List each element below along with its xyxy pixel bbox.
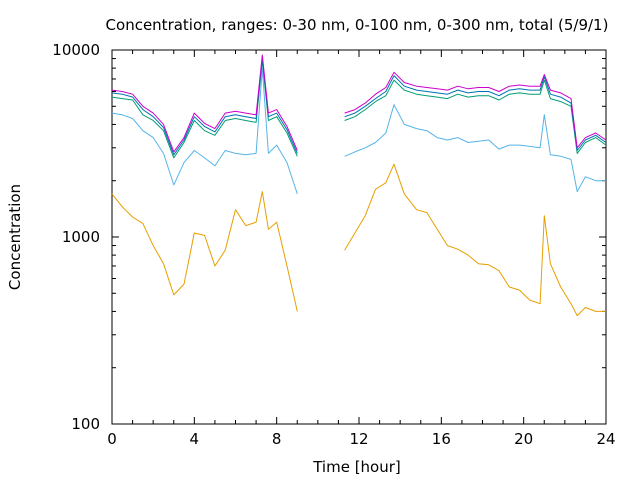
series-layer (111, 54, 607, 317)
axis-ticks: 0 4 8 12 16 20 24 100 1000 10000 (52, 41, 615, 448)
y-tick-label: 10000 (52, 41, 100, 59)
x-tick-label: 0 (107, 430, 117, 448)
y-tick-label: 1000 (62, 228, 100, 246)
x-axis-label: Time [hour] (312, 458, 401, 476)
chart-title: Concentration, ranges: 0-30 nm, 0-100 nm… (106, 16, 609, 34)
x-tick-label: 20 (514, 430, 533, 448)
series-line-2 (111, 67, 606, 195)
x-tick-label: 8 (272, 430, 282, 448)
series-line-3 (111, 59, 607, 159)
x-tick-label: 12 (349, 430, 368, 448)
series-line-5 (111, 54, 607, 153)
x-tick-label: 24 (596, 430, 615, 448)
x-tick-label: 16 (432, 430, 451, 448)
x-tick-label: 4 (190, 430, 200, 448)
y-axis-label: Concentration (6, 184, 24, 290)
series-line-1 (111, 163, 606, 317)
y-tick-label: 100 (71, 415, 100, 433)
series-line-4 (111, 57, 607, 156)
plot-frame (111, 49, 607, 425)
